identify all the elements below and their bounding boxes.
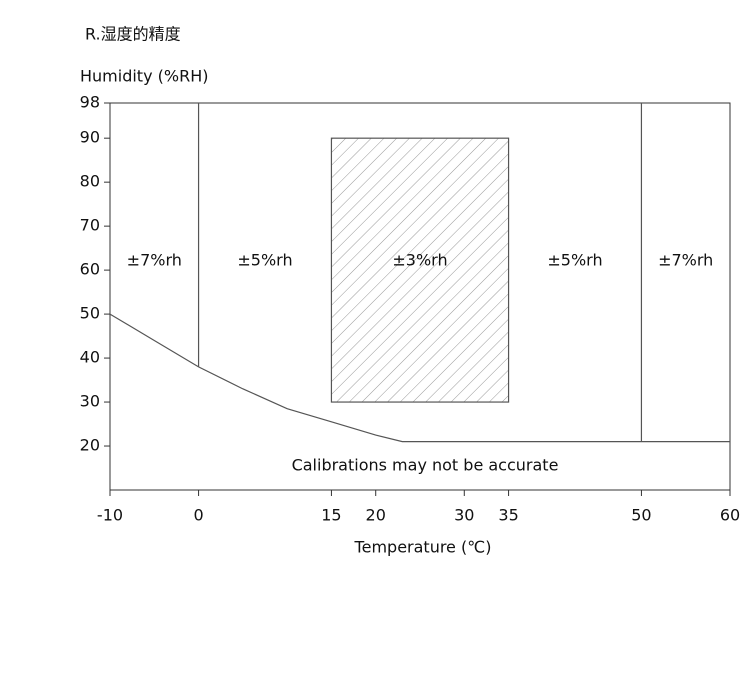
y-tick-label: 40 <box>80 348 100 367</box>
x-tick-label: 15 <box>321 506 341 525</box>
x-axis-label: Temperature (℃) <box>354 538 492 557</box>
y-tick-label: 90 <box>80 128 100 147</box>
x-tick-label: 60 <box>720 506 740 525</box>
y-tick-label: 60 <box>80 260 100 279</box>
x-tick-label: 30 <box>454 506 474 525</box>
zone-label: ±7%rh <box>127 251 182 270</box>
note: Calibrations may not be accurate <box>292 456 559 475</box>
x-tick-label: 50 <box>631 506 651 525</box>
y-axis-label: Humidity (%RH) <box>80 67 208 86</box>
chart-title: R.湿度的精度 <box>85 25 181 44</box>
x-tick-label: 0 <box>193 506 203 525</box>
y-tick-label: 50 <box>80 304 100 323</box>
y-tick-label: 70 <box>80 216 100 235</box>
zone-label: ±3%rh <box>392 251 447 270</box>
x-tick-label: 35 <box>498 506 518 525</box>
plot-frame <box>109 102 731 491</box>
zone-label: ±5%rh <box>547 251 602 270</box>
y-tick-label: 20 <box>80 436 100 455</box>
y-tick-label: 30 <box>80 392 100 411</box>
boundary-curve <box>109 313 730 443</box>
x-tick-label: 20 <box>366 506 386 525</box>
zone-label: ±5%rh <box>237 251 292 270</box>
accuracy-box <box>330 137 510 403</box>
x-tick-label: -10 <box>97 506 123 525</box>
zone-label: ±7%rh <box>658 251 713 270</box>
y-tick-label: 80 <box>80 172 100 191</box>
y-tick-label: 98 <box>80 93 100 112</box>
